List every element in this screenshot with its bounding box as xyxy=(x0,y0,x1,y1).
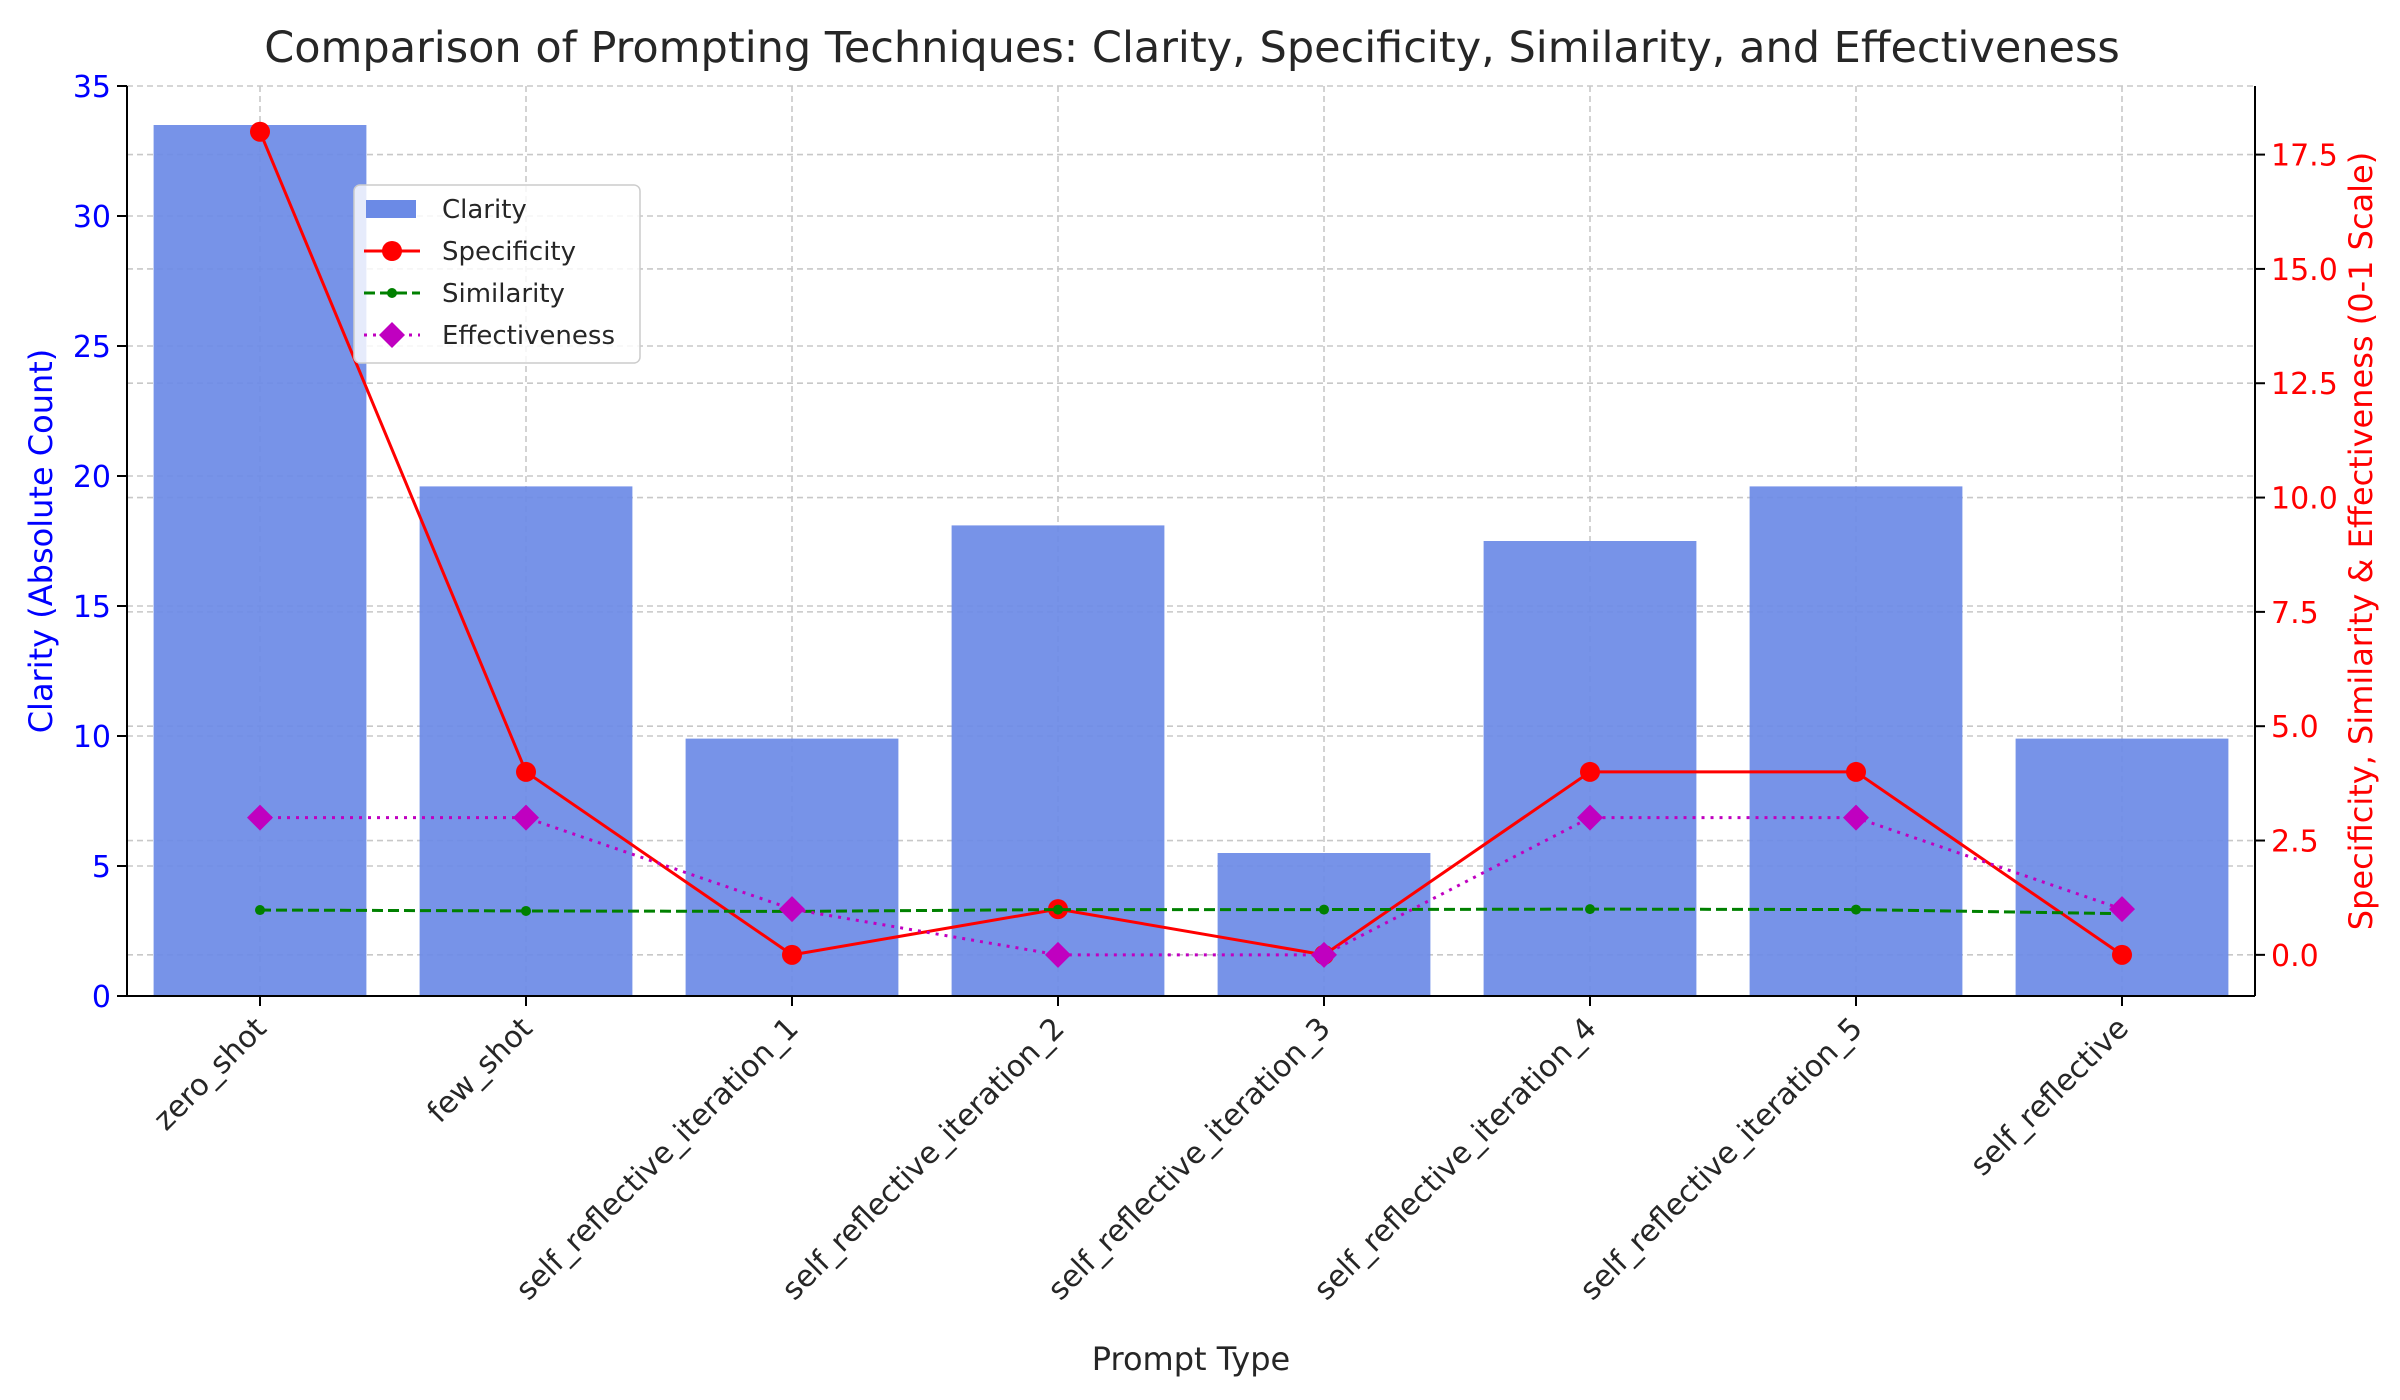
point-specificity-few-shot xyxy=(516,761,536,782)
point-similarity-self-reflective-iteration-4 xyxy=(1585,904,1595,915)
point-effectiveness-zero-shot xyxy=(247,804,273,831)
line-specificity xyxy=(258,131,2123,957)
left-tick-label-25: 25 xyxy=(73,330,111,365)
legend-frame xyxy=(353,184,641,364)
x-axis-label: Prompt Type xyxy=(1092,1340,1290,1378)
right-tick-label-2-5: 2.5 xyxy=(2271,825,2319,860)
point-effectiveness-self-reflective-iteration-2 xyxy=(1045,941,1071,968)
legend-label-similarity: Similarity xyxy=(442,279,565,309)
point-similarity-self-reflective-iteration-5 xyxy=(1851,904,1861,915)
bar-clarity-self-reflective-iteration-2 xyxy=(951,525,1165,996)
left-axis-label: Clarity (Absolute Count) xyxy=(22,349,60,734)
x-tick-label-few-shot: few_shot xyxy=(421,1011,540,1130)
right-tick-label-5-0: 5.0 xyxy=(2271,710,2319,745)
bar-clarity-self-reflective-iteration-5 xyxy=(1749,486,1963,996)
legend-label-clarity: Clarity xyxy=(442,195,527,225)
legend-swatch-similarity-marker xyxy=(387,288,397,298)
x-tick-label-self-reflective: self_reflective xyxy=(1964,1011,2136,1183)
left-tick-label-5: 5 xyxy=(92,850,111,885)
chart-title: Comparison of Prompting Techniques: Clar… xyxy=(264,23,2120,73)
x-tick-label-self-reflective-iteration-4: self_reflective_iteration_4 xyxy=(1307,1011,1603,1307)
left-tick-label-30: 30 xyxy=(73,200,111,235)
point-effectiveness-self-reflective-iteration-4 xyxy=(1577,804,1603,831)
point-effectiveness-few-shot xyxy=(513,804,539,831)
left-tick-label-10: 10 xyxy=(73,720,111,755)
x-tick-label-zero-shot: zero_shot xyxy=(147,1011,274,1138)
legend-label-effectiveness: Effectiveness xyxy=(442,321,615,351)
point-similarity-zero-shot xyxy=(255,905,265,916)
line-layer xyxy=(247,121,2135,968)
line-similarity xyxy=(259,907,2123,916)
bar-clarity-zero-shot xyxy=(153,125,367,996)
right-tick-label-7-5: 7.5 xyxy=(2271,596,2319,631)
right-tick-label-17-5: 17.5 xyxy=(2271,139,2338,174)
right-axis-ticks: 0.0 2.5 5.0 7.5 10.0 12.5 15.0 17.5 xyxy=(2255,139,2338,974)
right-tick-label-15-0: 15.0 xyxy=(2271,253,2338,288)
point-specificity-self-reflective-iteration-4 xyxy=(1580,761,1600,782)
x-axis-ticks: zero_shot few_shotself_reflective_iterati… xyxy=(147,996,2136,1307)
point-similarity-self-reflective-iteration-2 xyxy=(1053,904,1063,915)
left-tick-label-35: 35 xyxy=(73,70,111,105)
right-tick-label-0-0: 0.0 xyxy=(2271,939,2319,974)
legend-swatch-effectiveness-marker xyxy=(379,322,405,348)
left-axis-ticks: 0 5 10 15 20 25 30 35 xyxy=(73,70,127,1015)
legend: Clarity Specificity Similarity Effective… xyxy=(353,184,641,364)
point-effectiveness-self-reflective-iteration-5 xyxy=(1843,804,1869,831)
point-effectiveness-self-reflective-iteration-3 xyxy=(1311,941,1337,968)
left-tick-label-0: 0 xyxy=(92,980,111,1015)
point-similarity-self-reflective-iteration-3 xyxy=(1319,904,1329,915)
x-tick-label-self-reflective-iteration-1: self_reflective_iteration_1 xyxy=(509,1011,805,1307)
right-axis-label: Specificity, Similarity & Effectiveness … xyxy=(2342,152,2380,930)
point-specificity-zero-shot xyxy=(250,121,270,142)
legend-swatch-clarity xyxy=(366,200,416,218)
bar-clarity-self-reflective-iteration-3 xyxy=(1217,853,1431,996)
point-specificity-self-reflective-iteration-5 xyxy=(1846,761,1866,782)
point-effectiveness-self-reflective-iteration-1 xyxy=(779,896,805,923)
left-tick-label-15: 15 xyxy=(73,590,111,625)
point-specificity-self-reflective xyxy=(2112,944,2132,965)
line-effectiveness xyxy=(260,816,2123,957)
x-tick-label-self-reflective-iteration-2: self_reflective_iteration_2 xyxy=(775,1011,1071,1307)
point-effectiveness-self-reflective xyxy=(2109,896,2135,923)
x-tick-label-self-reflective-iteration-5: self_reflective_iteration_5 xyxy=(1573,1011,1869,1307)
point-specificity-self-reflective-iteration-1 xyxy=(782,944,802,965)
legend-label-specificity: Specificity xyxy=(442,237,576,267)
left-tick-label-20: 20 xyxy=(73,460,111,495)
x-tick-label-self-reflective-iteration-3: self_reflective_iteration_3 xyxy=(1041,1011,1337,1307)
legend-swatch-specificity-marker xyxy=(382,241,402,261)
right-tick-label-10-0: 10.0 xyxy=(2271,482,2338,517)
point-similarity-few-shot xyxy=(521,905,531,916)
right-tick-label-12-5: 12.5 xyxy=(2271,367,2338,402)
bar-clarity-few-shot xyxy=(419,486,633,996)
